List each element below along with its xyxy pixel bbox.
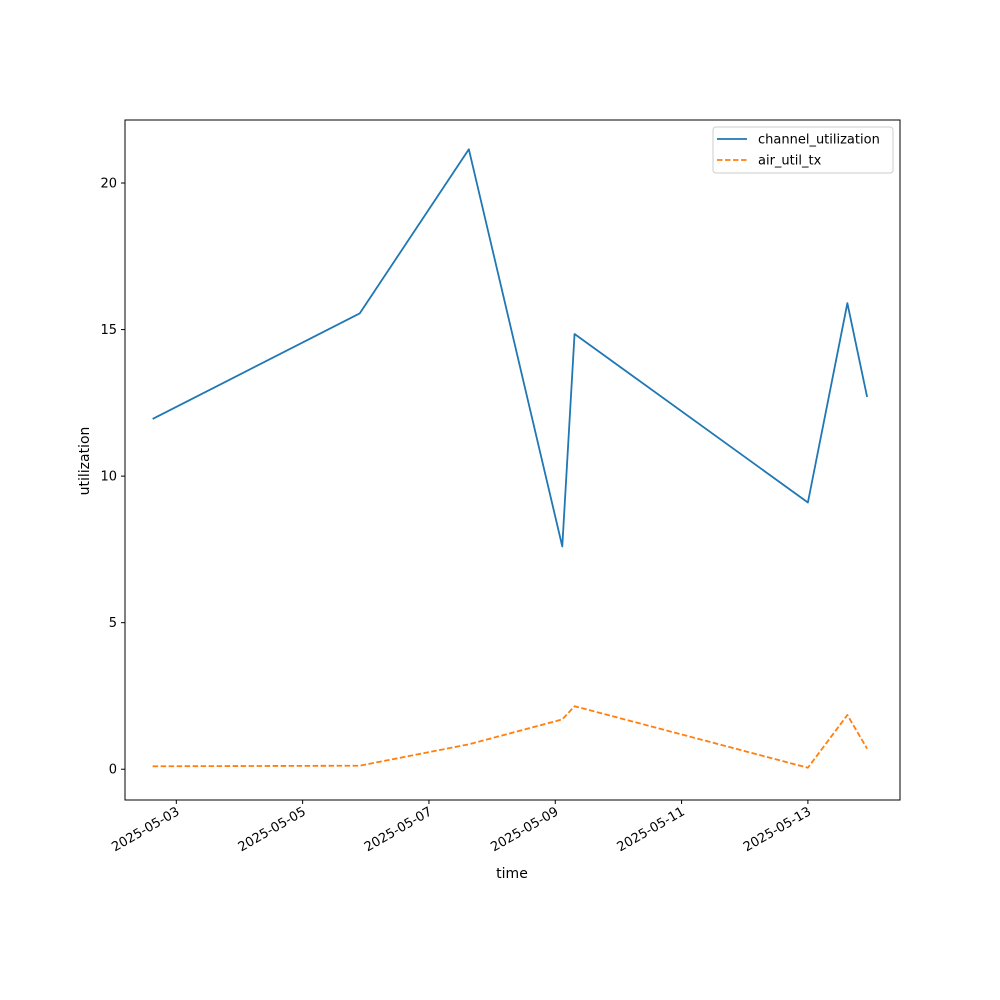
legend-label: channel_utilization: [758, 133, 880, 148]
series-line-air-util-tx: [152, 705, 868, 769]
y-tick-label: 0: [109, 763, 117, 778]
legend: channel_utilization air_util_tx: [712, 126, 894, 174]
series-layer: [152, 148, 868, 769]
plot-frame: [124, 119, 901, 801]
y-tick-label: 20: [100, 177, 117, 192]
y-axis-ticks: 0 5 10 15 20: [100, 177, 125, 778]
y-tick-label: 15: [100, 323, 117, 338]
y-tick-label: 5: [109, 616, 117, 631]
legend-label: air_util_tx: [758, 154, 822, 169]
legend-box: [712, 126, 894, 174]
series-line-channel-utilization: [152, 148, 868, 548]
y-axis-label: utilization: [77, 427, 93, 496]
y-tick-label: 10: [100, 470, 117, 485]
x-axis-label: time: [496, 866, 528, 882]
